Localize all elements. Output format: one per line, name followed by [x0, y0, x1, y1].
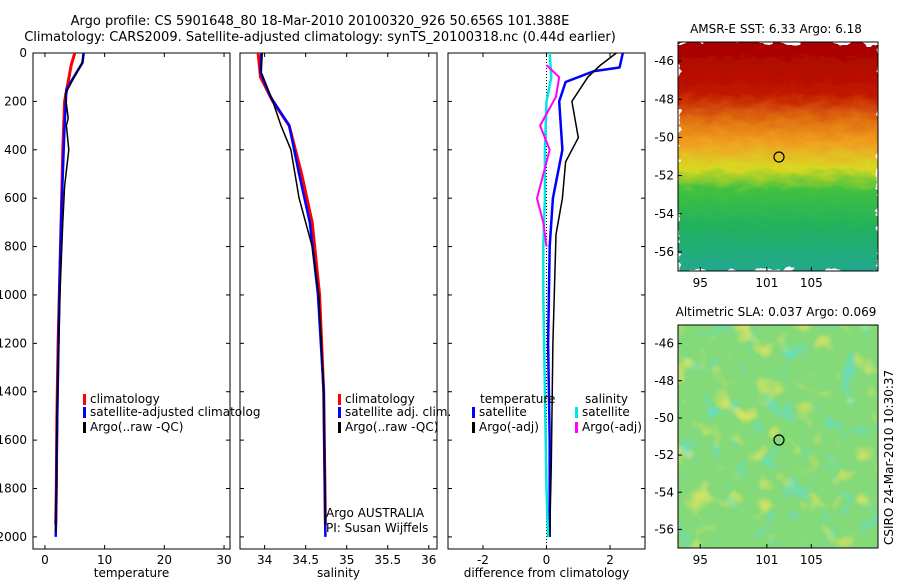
sla-lat-label: -48 [654, 374, 674, 388]
depth-tick-label: 1000 [0, 288, 27, 302]
pi-annotation-line: PI: Susan Wijffels [326, 521, 428, 535]
difference-series-satellite [546, 53, 625, 537]
sst-lat-label: -48 [654, 92, 674, 106]
diff-legend-sal-satellite-label: satellite [582, 405, 630, 419]
figure-title-line-2: Climatology: CARS2009. Satellite-adjuste… [24, 30, 616, 45]
depth-tick-label: 1200 [0, 336, 27, 350]
salinity-legend-satellite-label: satellite adj. clim. [345, 405, 451, 419]
depth-tick-label: 600 [4, 191, 27, 205]
salinity-axis-label: salinity [317, 566, 360, 580]
sla-lat-label: -54 [654, 485, 674, 499]
temperature-legend-climatology-swatch [83, 394, 86, 405]
difference-xtick-label: 0 [543, 553, 551, 567]
sst-lat-label: -50 [654, 130, 674, 144]
temperature-legend-climatology-label: climatology [90, 392, 160, 406]
timestamp-side-label: CSIRO 24-Mar-2010 10:30:37 [882, 370, 896, 545]
figure-title-line-1: Argo profile: CS 5901648_80 18-Mar-2010 … [70, 14, 570, 29]
sla-argo-location-marker [773, 434, 785, 446]
sst-map-title: AMSR-E SST: 6.33 Argo: 6.18 [690, 22, 862, 36]
temperature-legend-satellite-label: satellite-adjusted climatolog [90, 405, 260, 419]
sla-lon-label: 95 [693, 553, 708, 567]
sla-map-ticks: -46 -48 -50 -52 -54 -56 95 101 105 [654, 337, 822, 567]
salinity-panel-frame [239, 52, 438, 550]
sst-lat-label: -46 [654, 54, 674, 68]
sst-map-frame [677, 41, 879, 272]
difference-series-argo-adj- [548, 53, 617, 537]
difference-axis-label: difference from climatology [464, 566, 630, 580]
temperature-xtick-label: 30 [216, 553, 231, 567]
difference-xtick-label: 2 [606, 553, 614, 567]
depth-tick-label: 400 [4, 143, 27, 157]
sst-lat-label: -54 [654, 207, 674, 221]
depth-tick-label: 1400 [0, 385, 27, 399]
diff-legend-temp-satellite-swatch [472, 407, 475, 418]
sla-lat-label: -52 [654, 448, 674, 462]
sla-map-title: Altimetric SLA: 0.037 Argo: 0.069 [676, 305, 877, 319]
sst-map-ticks: -46 -48 -50 -52 -54 -56 95 101 105 [654, 54, 822, 290]
salinity-legend-satellite-swatch [338, 407, 341, 418]
sst-lat-label: -56 [654, 245, 674, 259]
salinity-series-climatology [256, 53, 327, 525]
temperature-legend-satellite-swatch [83, 407, 86, 418]
sst-lat-label: -52 [654, 169, 674, 183]
diff-legend-temp-argo-label: Argo(-adj) [479, 420, 539, 434]
temperature-xtick-label: 10 [97, 553, 112, 567]
sla-heatmap [678, 325, 878, 548]
depth-tick-label: 800 [4, 240, 27, 254]
sla-lon-label: 101 [755, 553, 778, 567]
sla-lat-label: -50 [654, 411, 674, 425]
diff-legend-sal-satellite-swatch [575, 407, 578, 418]
profile-lines-layer [54, 53, 625, 537]
pi-annotation-line: Argo AUSTRALIA [326, 506, 425, 520]
difference-xtick-label: -2 [477, 553, 489, 567]
sst-lon-label: 95 [693, 276, 708, 290]
salinity-xtick-label: 36 [421, 553, 436, 567]
diff-legend-sal-argo-label: Argo(-adj) [582, 420, 642, 434]
sst-argo-location-marker [773, 151, 785, 163]
diff-legend-salinity-title: salinity [585, 392, 628, 406]
temperature-axis-label: temperature [94, 566, 169, 580]
temperature-series-argo-raw-qc- [54, 54, 84, 533]
temperature-panel-frame [32, 52, 231, 550]
sla-lat-label: -56 [654, 522, 674, 536]
diff-legend-temp-satellite-label: satellite [479, 405, 527, 419]
diff-legend-temperature-title: temperature [480, 392, 555, 406]
salinity-legend-argo-label: Argo(..raw -QC) [345, 420, 438, 434]
salinity-series-argo-raw-qc- [260, 53, 327, 525]
salinity-legend-argo-swatch [338, 422, 341, 433]
depth-tick-label: 2000 [0, 530, 27, 544]
salinity-series-satellite-adj-clim- [259, 53, 327, 537]
temperature-legend-argo-label: Argo(..raw -QC) [90, 420, 183, 434]
sla-lon-label: 105 [800, 553, 823, 567]
sla-lat-label: -46 [654, 337, 674, 351]
sst-lon-label: 101 [755, 276, 778, 290]
sla-map-frame [677, 324, 879, 549]
sst-heatmap [678, 42, 878, 271]
depth-tick-label: 200 [4, 94, 27, 108]
temperature-xtick-label: 0 [41, 553, 49, 567]
depth-tick-label: 1800 [0, 482, 27, 496]
diff-legend-sal-argo-swatch [575, 422, 578, 433]
depth-tick-label: 1600 [0, 433, 27, 447]
sst-lon-label: 105 [800, 276, 823, 290]
temperature-legend-argo-swatch [83, 422, 86, 433]
salinity-xtick-label: 35.5 [374, 553, 401, 567]
salinity-xtick-label: 34 [257, 553, 272, 567]
difference-series-argo-adj- [536, 64, 561, 247]
temperature-xtick-label: 20 [157, 553, 172, 567]
salinity-legend-climatology-label: climatology [345, 392, 415, 406]
depth-tick-label: 0 [19, 46, 27, 60]
salinity-legend-climatology-swatch [338, 394, 341, 405]
salinity-xtick-label: 34.5 [292, 553, 319, 567]
diff-legend-temp-argo-swatch [472, 422, 475, 433]
salinity-xtick-label: 35 [339, 553, 354, 567]
